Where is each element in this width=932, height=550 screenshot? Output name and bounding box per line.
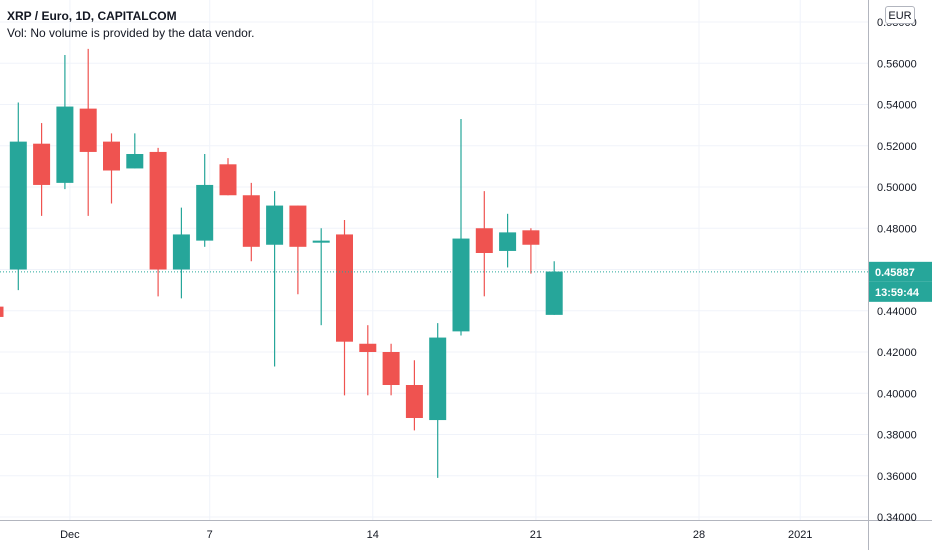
y-tick-label: 0.40000 <box>877 388 917 400</box>
candle-body <box>56 106 74 183</box>
x-tick-label: 14 <box>367 529 379 541</box>
grid-lines <box>0 0 868 520</box>
candle-up <box>126 133 144 169</box>
candle-body <box>359 343 377 352</box>
candle-up <box>429 323 447 478</box>
y-tick-label: 0.36000 <box>877 471 917 483</box>
candle-down <box>103 133 120 204</box>
candle-body <box>499 232 517 251</box>
candle-body <box>172 234 190 270</box>
candle-down <box>0 306 4 317</box>
candle-body <box>522 230 540 245</box>
candle-up <box>452 118 470 336</box>
y-tick-label: 0.42000 <box>877 347 917 359</box>
candle-down <box>219 158 237 196</box>
candle-up <box>499 213 517 268</box>
candle-down <box>336 220 353 396</box>
y-tick-label: 0.48000 <box>877 223 917 235</box>
candle-down <box>382 343 400 396</box>
currency-button[interactable]: EUR <box>885 6 915 24</box>
candle-up <box>545 261 563 315</box>
candle-body <box>405 385 423 418</box>
candle-body <box>9 141 27 270</box>
x-tick-label: 7 <box>207 529 213 541</box>
candle-down <box>33 123 51 216</box>
candle-up <box>312 228 330 326</box>
candle-body <box>452 238 470 332</box>
candle-body <box>429 337 447 421</box>
candle-body <box>242 195 260 247</box>
volume-note: Vol: No volume is provided by the data v… <box>7 26 255 40</box>
x-tick-label: 2021 <box>788 529 812 541</box>
candle-up <box>196 154 214 247</box>
candle-up <box>172 207 190 299</box>
y-tick-label: 0.50000 <box>877 182 917 194</box>
candle-down <box>289 205 307 295</box>
candle-down <box>79 48 97 216</box>
y-tick-label: 0.34000 <box>877 512 917 524</box>
y-tick-label: 0.52000 <box>877 141 917 153</box>
candle-body <box>79 108 97 152</box>
candle-body <box>266 205 284 245</box>
y-tick-label: 0.38000 <box>877 430 917 442</box>
candle-body <box>126 154 144 169</box>
candle-down <box>149 147 167 297</box>
last-price-label: 0.45887 <box>875 267 915 279</box>
countdown-label: 13:59:44 <box>875 287 920 299</box>
candles <box>0 48 563 478</box>
candle-down <box>522 228 540 274</box>
x-axis-tick-labels: Dec 7 14 21 28 2021 <box>60 529 812 541</box>
x-tick-label: 28 <box>693 529 705 541</box>
price-badges: 0.45887 13:59:44 <box>869 261 932 302</box>
candle-body <box>103 141 120 171</box>
candle-down <box>475 191 493 297</box>
countdown-badge <box>869 281 932 302</box>
candle-down <box>242 182 260 262</box>
candle-body <box>312 240 330 243</box>
candle-body <box>196 184 214 241</box>
y-tick-label: 0.44000 <box>877 306 917 318</box>
last-price-badge <box>869 261 932 282</box>
candle-up <box>266 191 284 367</box>
y-tick-label: 0.56000 <box>877 58 917 70</box>
candle-body <box>289 205 307 247</box>
candle-body <box>475 228 493 253</box>
x-tick-label: Dec <box>60 529 80 541</box>
candle-down <box>405 360 423 431</box>
y-tick-label: 0.54000 <box>877 100 917 112</box>
candle-body <box>33 143 51 185</box>
symbol-title: XRP / Euro, 1D, CAPITALCOM <box>7 9 177 23</box>
candle-down <box>359 325 377 396</box>
candle-body <box>149 151 167 270</box>
candle-body <box>545 271 563 315</box>
candle-up <box>9 102 27 291</box>
candle-body <box>382 352 400 385</box>
candle-body <box>336 234 353 342</box>
candle-up <box>56 55 74 190</box>
x-tick-label: 21 <box>530 529 542 541</box>
candle-body <box>0 306 4 317</box>
candle-body <box>219 164 237 196</box>
chart-legend: XRP / Euro, 1D, CAPITALCOM Vol: No volum… <box>7 8 254 42</box>
